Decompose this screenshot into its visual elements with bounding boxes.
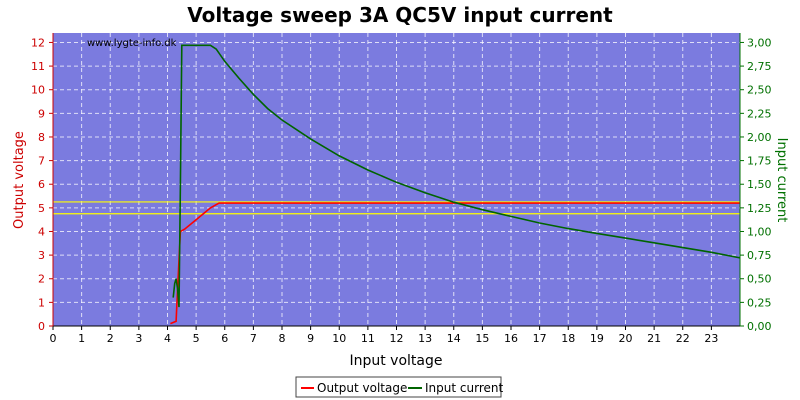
x-tick-label: 23 (704, 332, 718, 345)
y-axis-left-title: Output voltage (12, 131, 27, 229)
x-tick-label: 15 (475, 332, 489, 345)
y-left-tick-label: 11 (31, 60, 45, 73)
y-left-tick-label: 1 (38, 296, 45, 309)
y-right-tick-label: 0,25 (747, 296, 772, 309)
x-tick-label: 9 (307, 332, 314, 345)
legend: Output voltage Input current (295, 376, 503, 398)
x-tick-label: 20 (619, 332, 633, 345)
x-tick-label: 3 (135, 332, 142, 345)
y-left-tick-label: 4 (38, 225, 45, 238)
y-left-tick-label: 5 (38, 202, 45, 215)
y-right-tick-label: 1,75 (747, 155, 772, 168)
x-tick-label: 5 (193, 332, 200, 345)
legend-label-output-voltage: Output voltage (317, 381, 407, 395)
series-layer (170, 44, 741, 325)
y-left-tick-label: 10 (31, 84, 45, 97)
y-right-tick-label: 2,75 (747, 60, 772, 73)
plot-area (53, 33, 740, 326)
x-tick-label: 14 (447, 332, 461, 345)
x-tick-label: 16 (504, 332, 518, 345)
x-tick-label: 18 (561, 332, 575, 345)
x-tick-label: 21 (647, 332, 661, 345)
y-left-tick-label: 12 (31, 36, 45, 49)
x-tick-label: 11 (361, 332, 375, 345)
y-left-tick-label: 2 (38, 273, 45, 286)
x-tick-label: 12 (390, 332, 404, 345)
y-right-tick-label: 1,50 (747, 178, 772, 191)
y-left-tick-label: 9 (38, 107, 45, 120)
chart-title: Voltage sweep 3A QC5V input current (187, 3, 613, 27)
legend-box (295, 376, 502, 398)
y-left-tick-label: 7 (38, 155, 45, 168)
y-right-tick-label: 0,00 (747, 320, 772, 333)
x-tick-label: 4 (164, 332, 171, 345)
y-right-tick-label: 0,50 (747, 273, 772, 286)
series-line-input-current (172, 44, 741, 308)
x-axis: 0 1 2 3 4 5 6 7 8 9 10 11 12 13 14 15 16 17 18 19 20 21 22 23 (50, 325, 740, 345)
x-tick-label: 1 (78, 332, 85, 345)
y-right-tick-label: 1,00 (747, 225, 772, 238)
y-right-tick-label: 2,50 (747, 84, 772, 97)
legend-label-input-current: Input current (425, 381, 503, 395)
y-right-tick-label: 3,00 (747, 36, 772, 49)
x-tick-label: 10 (332, 332, 346, 345)
y-left-tick-label: 3 (38, 249, 45, 262)
x-tick-label: 13 (418, 332, 432, 345)
y-axis-right-title: Input current (774, 138, 789, 223)
x-tick-label: 6 (221, 332, 228, 345)
x-tick-label: 19 (590, 332, 604, 345)
x-tick-label: 8 (279, 332, 286, 345)
y-left-tick-label: 6 (38, 178, 45, 191)
x-tick-label: 22 (676, 332, 690, 345)
x-tick-label: 2 (107, 332, 114, 345)
x-tick-label: 0 (50, 332, 57, 345)
y-left-tick-label: 8 (38, 131, 45, 144)
reference-lines (53, 201, 740, 215)
x-tick-label: 7 (250, 332, 257, 345)
y-right-tick-label: 0,75 (747, 249, 772, 262)
y-left-tick-label: 0 (38, 320, 45, 333)
x-axis-title: Input voltage (349, 353, 442, 369)
y-right-tick-label: 2,00 (747, 131, 772, 144)
watermark: www.lygte-info.dk (87, 38, 177, 49)
x-tick-label: 17 (533, 332, 547, 345)
y-axis-right: 0,00 0,25 0,50 0,75 1,00 1,25 1,50 1,75 2,00 2,25… (739, 33, 772, 333)
y-right-tick-label: 1,25 (747, 202, 772, 215)
y-right-tick-label: 2,25 (747, 107, 772, 120)
